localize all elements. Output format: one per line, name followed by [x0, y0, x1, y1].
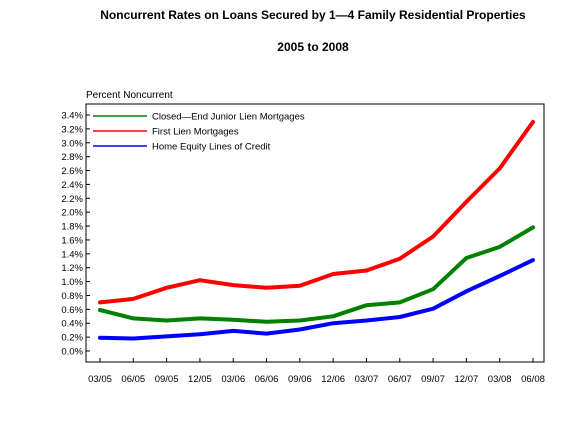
y-tick-label: 3.2% — [61, 124, 83, 135]
x-tick-label: 03/05 — [88, 374, 112, 385]
legend: Closed—End Junior Lien Mortgages First Li… — [93, 112, 305, 153]
x-tick-label: 06/07 — [388, 374, 412, 385]
legend-label-1: First Lien Mortgages — [152, 127, 239, 138]
y-tick-label: 2.0% — [61, 208, 83, 219]
x-tick-label: 03/08 — [488, 374, 512, 385]
series-lines — [98, 119, 535, 341]
x-tick-label: 12/06 — [321, 374, 345, 385]
x-tick-label: 09/05 — [155, 374, 179, 385]
y-tick-label: 0.6% — [61, 305, 83, 316]
y-tick-label: 1.8% — [61, 222, 83, 233]
x-tick-label: 06/08 — [521, 374, 545, 385]
x-tick-label: 03/07 — [355, 374, 379, 385]
x-tick-label: 09/07 — [421, 374, 445, 385]
y-tick-label: 2.6% — [61, 166, 83, 177]
y-axis: 0.0% 0.2% 0.4% 0.6% 0.8% 1.0% 1.2% 1.4% 1.6% 1.8%… — [61, 111, 90, 358]
x-axis: 03/05 06/05 09/05 12/05 03/06 06/06 09/06 12/06… — [88, 358, 545, 385]
x-tick-label: 06/05 — [121, 374, 145, 385]
y-tick-label: 1.4% — [61, 249, 83, 260]
y-tick-label: 2.4% — [61, 180, 83, 191]
chart-subtitle: 2005 to 2008 — [277, 40, 349, 54]
y-tick-label: 2.8% — [61, 152, 83, 163]
legend-label-0: Closed—End Junior Lien Mortgages — [152, 112, 305, 123]
y-tick-label: 2.2% — [61, 194, 83, 205]
x-tick-label: 03/06 — [221, 374, 245, 385]
series-line-2 — [98, 258, 535, 341]
plot-frame — [85, 103, 545, 363]
y-tick-label: 0.2% — [61, 333, 83, 344]
y-tick-label: 1.2% — [61, 263, 83, 274]
chart-title: Noncurrent Rates on Loans Secured by 1—4… — [100, 8, 526, 22]
y-tick-label: 1.0% — [61, 277, 83, 288]
series-line-0 — [98, 225, 535, 324]
series-line-1 — [98, 119, 535, 305]
y-tick-label: 1.6% — [61, 235, 83, 246]
x-tick-label: 09/06 — [288, 374, 312, 385]
y-tick-label: 3.0% — [61, 138, 83, 149]
y-tick-label: 0.8% — [61, 291, 83, 302]
y-axis-label: Percent Noncurrent — [86, 90, 173, 101]
y-tick-label: 3.4% — [61, 111, 83, 122]
y-tick-label: 0.4% — [61, 319, 83, 330]
x-tick-label: 12/07 — [454, 374, 478, 385]
x-tick-label: 06/06 — [255, 374, 279, 385]
y-tick-label: 0.0% — [61, 347, 83, 358]
legend-label-2: Home Equity Lines of Credit — [152, 142, 271, 153]
x-tick-label: 12/05 — [188, 374, 212, 385]
